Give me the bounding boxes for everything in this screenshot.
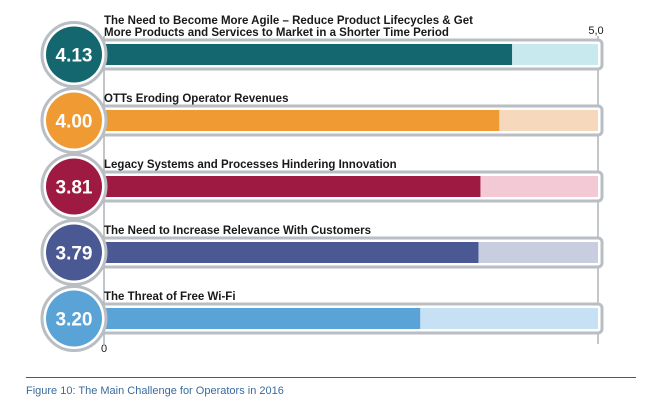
category-label: The Need to Become More Agile – Reduce P…	[104, 15, 473, 27]
bar-row-3: 3.81 Legacy Systems and Processes Hinderi…	[40, 153, 604, 220]
figure-caption: Figure 10: The Main Challenge for Operat…	[26, 385, 284, 397]
bar-fill	[104, 242, 479, 263]
value-label: 4.13	[56, 46, 93, 67]
bar-fill	[104, 308, 421, 329]
tick-label-max: 5,0	[588, 25, 603, 37]
category-label: More Products and Services to Market in …	[104, 27, 449, 39]
value-label: 4.00	[56, 112, 93, 133]
value-label: 3.81	[56, 178, 93, 199]
tick-label-min: 0	[101, 343, 107, 355]
value-circle	[46, 290, 102, 347]
bar-fill	[104, 44, 513, 65]
bar-row-5: 3.20 The Threat of Free Wi-Fi	[40, 285, 604, 352]
category-label: The Need to Increase Relevance With Cust…	[104, 225, 371, 237]
category-label: The Threat of Free Wi-Fi	[104, 291, 236, 303]
category-label: OTTs Eroding Operator Revenues	[104, 93, 288, 105]
value-circle	[46, 26, 102, 83]
caption-divider	[26, 377, 636, 378]
bar-fill	[104, 110, 500, 131]
category-label: Legacy Systems and Processes Hindering I…	[104, 159, 397, 171]
value-label: 3.79	[56, 244, 93, 265]
value-circle	[46, 158, 102, 215]
bar-row-4: 3.79 The Need to Increase Relevance With …	[40, 219, 604, 286]
bar-row-2: 4.00 OTTs Eroding Operator Revenues	[40, 87, 604, 154]
value-circle	[46, 224, 102, 281]
bar-fill	[104, 176, 481, 197]
value-circle	[46, 92, 102, 149]
value-label: 3.20	[56, 310, 93, 331]
bar-row-1: 4.13 The Need to Become More Agile – Redu…	[40, 15, 604, 88]
